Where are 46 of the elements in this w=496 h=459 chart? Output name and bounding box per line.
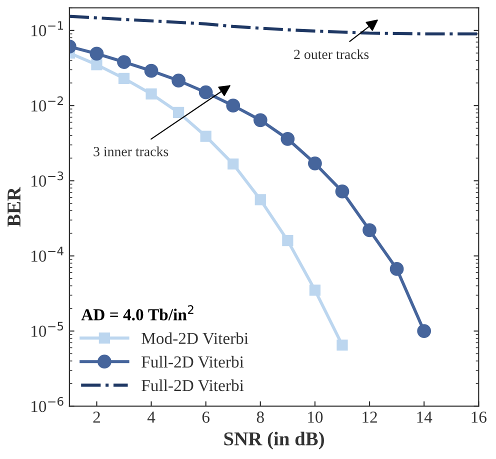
point <box>362 223 376 238</box>
y-tick-label: 10$^{−4}$ <box>32 246 64 262</box>
point <box>253 113 268 128</box>
point <box>280 132 295 146</box>
x-tick-label: 10 <box>308 412 323 423</box>
annotation: 3 inner tracks <box>94 146 168 156</box>
x-tick-label: 6 <box>202 412 210 423</box>
legend-label: Full-2D Viterbi <box>142 379 244 392</box>
y-tick-label: 10$^{−3}$ <box>32 171 64 187</box>
y-tick-label: 10$^{−1}$ <box>32 21 64 36</box>
y-tick-label: 10$^{−6}$ <box>32 396 64 412</box>
y-tick-label: 10$^{−2}$ <box>32 96 63 112</box>
point <box>336 340 348 351</box>
legend-label: Full-2D Viterbi <box>142 356 244 368</box>
legend-title: AD = 4.0 Tb/in$^{2}$ <box>81 305 194 320</box>
point <box>228 158 239 170</box>
point <box>309 284 321 296</box>
x-tick-label: 8 <box>256 412 264 423</box>
point <box>90 46 104 61</box>
legend-label: Mod-2D Viterbi <box>142 332 248 344</box>
y-axis-title: BER <box>8 186 20 227</box>
x-tick-label: 2 <box>93 412 100 423</box>
point <box>308 156 322 170</box>
point <box>146 88 157 100</box>
point <box>117 55 131 69</box>
point <box>417 324 432 338</box>
point <box>390 262 404 276</box>
point <box>91 59 102 70</box>
x-axis-title: SNR (in dB) <box>224 432 324 450</box>
point <box>200 130 212 142</box>
line-series <box>69 14 479 36</box>
x-tick-label: 16 <box>472 412 486 423</box>
point <box>254 194 266 206</box>
point <box>198 85 213 100</box>
point <box>335 184 350 198</box>
annotation: 2 outer tracks <box>294 49 369 60</box>
x-tick-label: 14 <box>417 412 432 423</box>
x-tick-label: 4 <box>147 412 156 423</box>
point <box>282 235 294 246</box>
x-tick-label: 12 <box>362 412 377 423</box>
point <box>172 74 186 88</box>
y-tick-label: 10$^{−5}$ <box>32 322 64 337</box>
point <box>144 64 158 78</box>
point <box>226 98 240 113</box>
point <box>173 106 184 118</box>
point <box>118 72 130 84</box>
